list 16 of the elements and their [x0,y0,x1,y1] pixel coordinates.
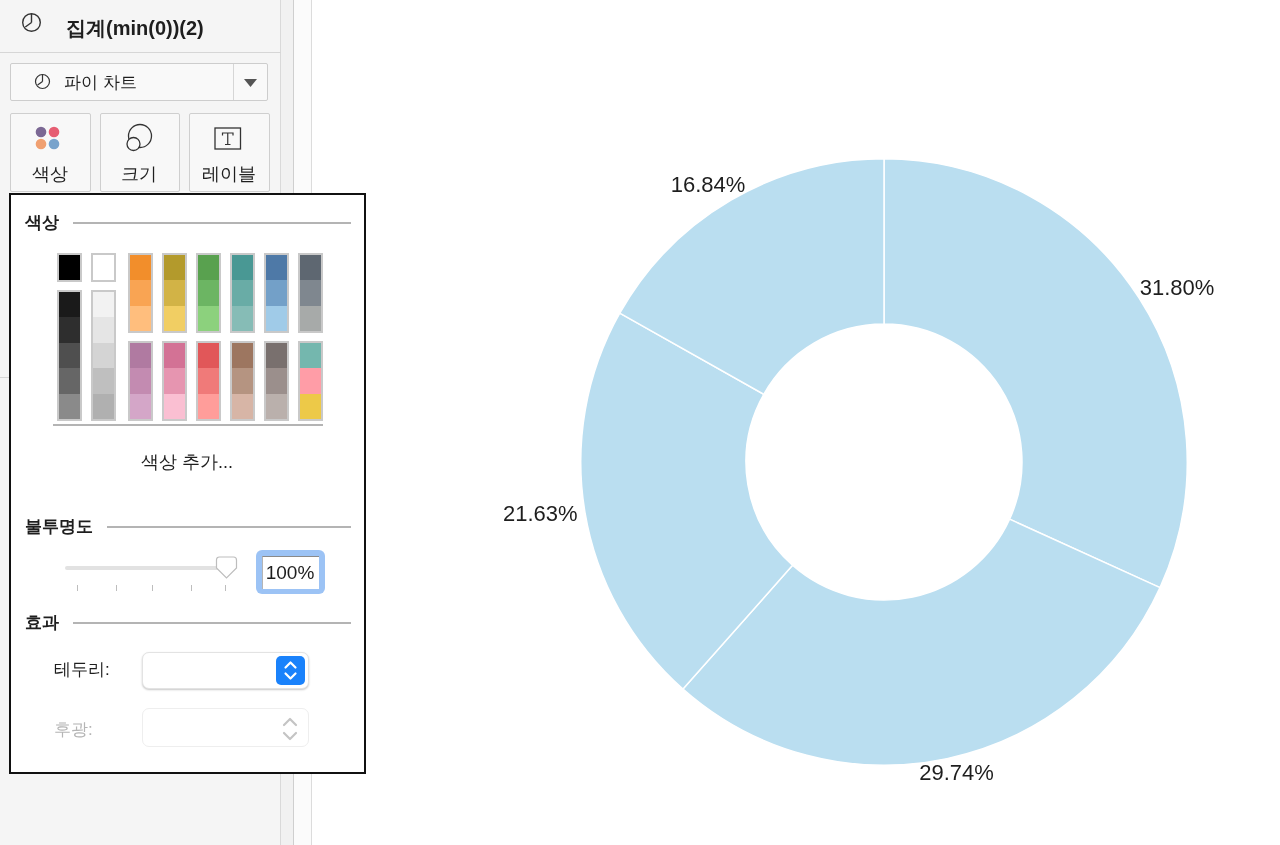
data-label: 31.80% [1139,275,1215,301]
text: 색상 [25,212,59,232]
text: 100% [265,561,315,583]
text: 불투명도 [25,516,93,536]
text: 색상 추가... [140,452,234,472]
text: 효과 [25,612,59,632]
data-label: 16.84% [670,172,746,198]
data-label: 29.74% [919,760,994,786]
text: 테두리: [54,659,110,679]
text: 집계(min(0))(2) [66,17,204,39]
text: 후광: [54,719,93,739]
text: 레이블 [201,164,256,184]
data-label: 21.63% [502,501,578,527]
text: 크기 [121,164,157,184]
text: 색상 [31,164,68,184]
text: 파이 차트 [64,72,137,92]
